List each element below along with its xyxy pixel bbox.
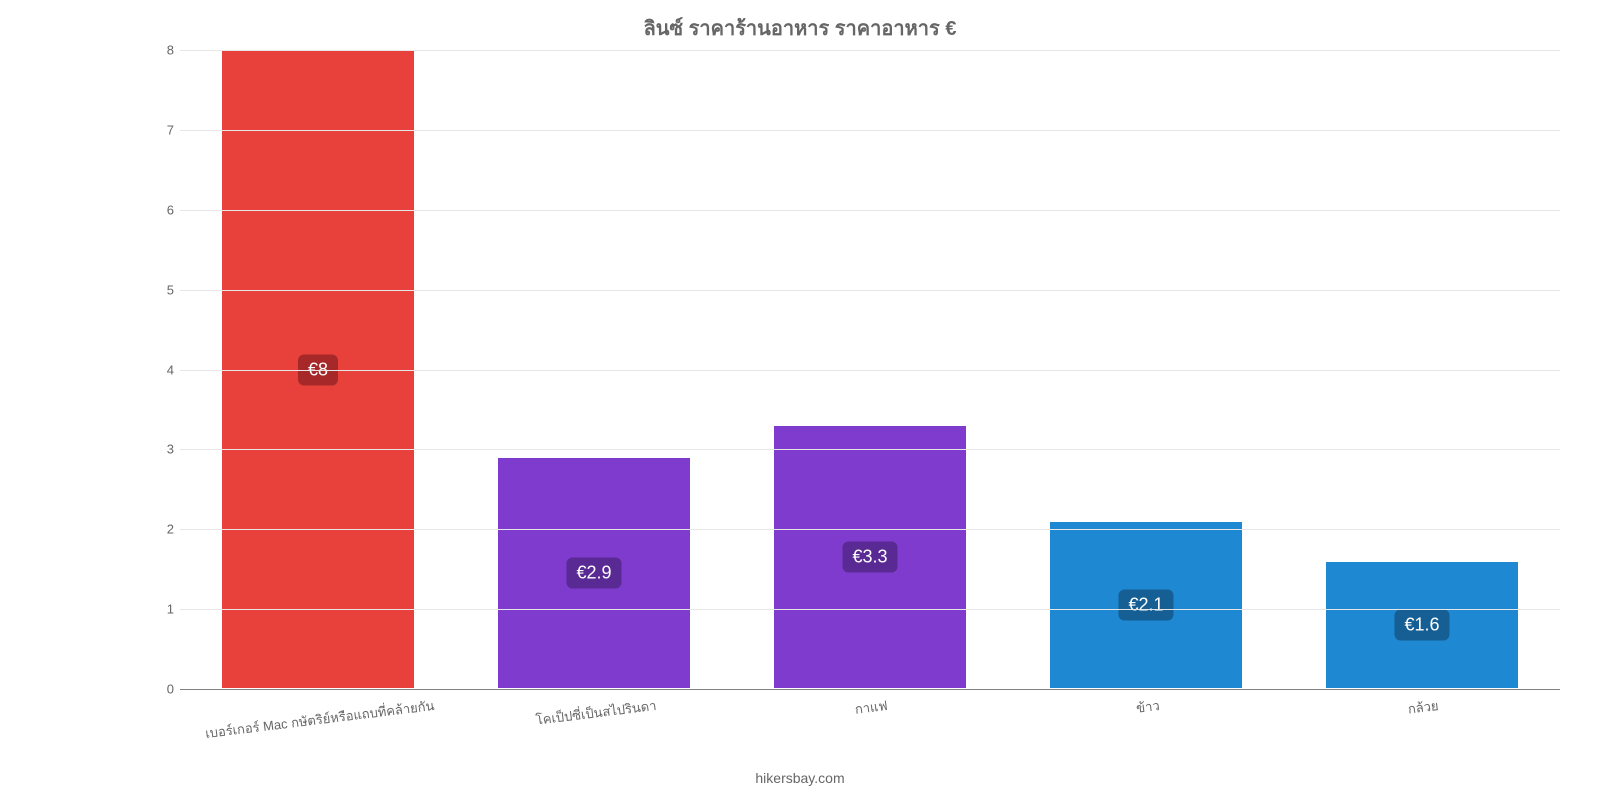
gridline	[180, 130, 1560, 131]
gridline	[180, 370, 1560, 371]
bar-value-label: €2.1	[1118, 590, 1173, 621]
gridline	[180, 210, 1560, 211]
y-tick-label: 4	[150, 362, 174, 377]
attribution-text: hikersbay.com	[0, 770, 1600, 786]
gridline	[180, 609, 1560, 610]
x-tick-label: โคเป็ปซี่เป็นสไปรินดา	[534, 695, 657, 731]
gridline	[180, 290, 1560, 291]
bar-value-label: €1.6	[1394, 610, 1449, 641]
bar-value-label: €2.9	[566, 558, 621, 589]
chart-title: ลินซ์ ราคาร้านอาหาร ราคาอาหาร €	[0, 0, 1600, 52]
plot-area: เบอร์เกอร์ Mac กษัตริย์หรือแถบที่คล้ายกั…	[180, 50, 1560, 690]
y-tick-label: 6	[150, 202, 174, 217]
y-tick-label: 5	[150, 282, 174, 297]
bar-value-label: €3.3	[842, 542, 897, 573]
x-tick-label: กล้วย	[1407, 695, 1440, 720]
chart-container: เบอร์เกอร์ Mac กษัตริย์หรือแถบที่คล้ายกั…	[150, 50, 1560, 710]
x-tick-label: กาแฟ	[854, 695, 889, 720]
y-tick-label: 8	[150, 43, 174, 58]
y-tick-label: 1	[150, 602, 174, 617]
x-tick-label: ข้าว	[1134, 695, 1160, 719]
gridline	[180, 529, 1560, 530]
y-tick-label: 0	[150, 682, 174, 697]
y-tick-label: 2	[150, 522, 174, 537]
y-tick-label: 3	[150, 442, 174, 457]
gridline	[180, 50, 1560, 51]
x-tick-label: เบอร์เกอร์ Mac กษัตริย์หรือแถบที่คล้ายกั…	[204, 695, 435, 744]
y-tick-label: 7	[150, 122, 174, 137]
gridline	[180, 449, 1560, 450]
